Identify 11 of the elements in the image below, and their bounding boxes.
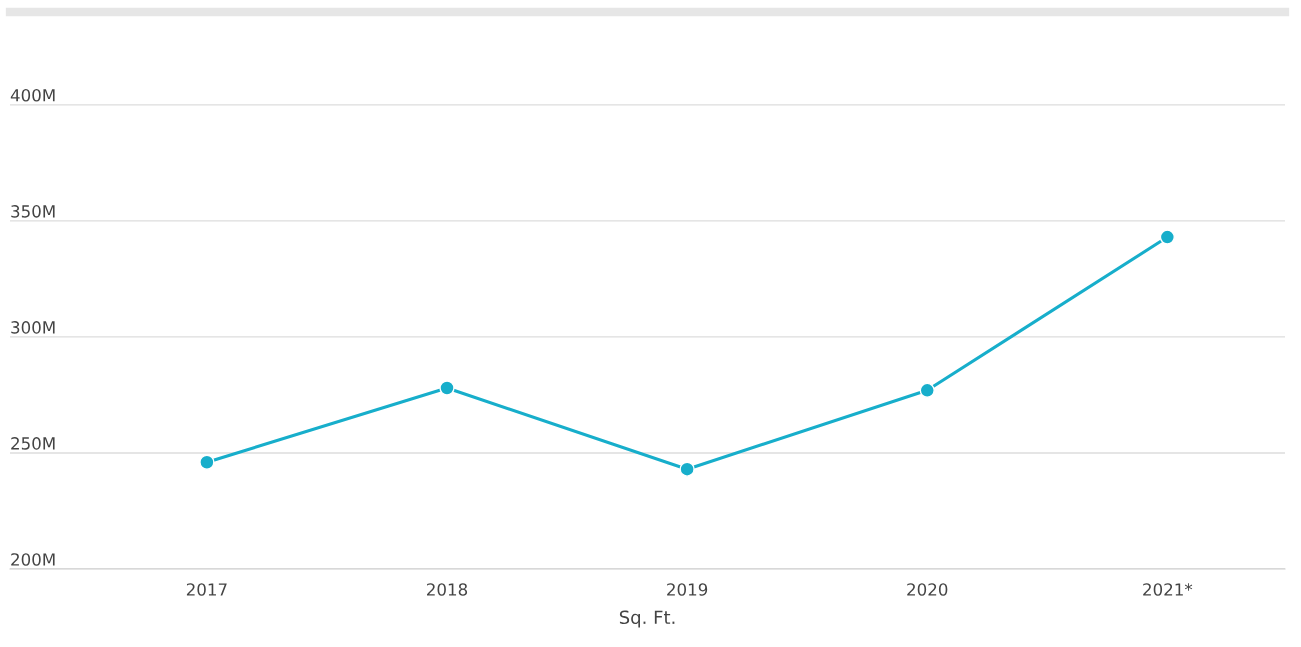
y-tick-label: 200M xyxy=(11,553,55,566)
y-tick-label: 250M xyxy=(11,437,55,450)
y-tick-label: 400M xyxy=(10,89,55,102)
x-axis-title: Sq. Ft. xyxy=(619,610,675,628)
y-tick-label: 300M xyxy=(11,321,55,334)
y-tick-label: 350M xyxy=(11,205,55,218)
x-tick-label: 2018 xyxy=(427,583,468,596)
x-tick-label: 2019 xyxy=(667,583,708,596)
x-tick-label: 2020 xyxy=(907,583,948,596)
x-tick-label: 2017 xyxy=(186,583,227,596)
x-tick-label: 2021* xyxy=(1143,583,1193,596)
